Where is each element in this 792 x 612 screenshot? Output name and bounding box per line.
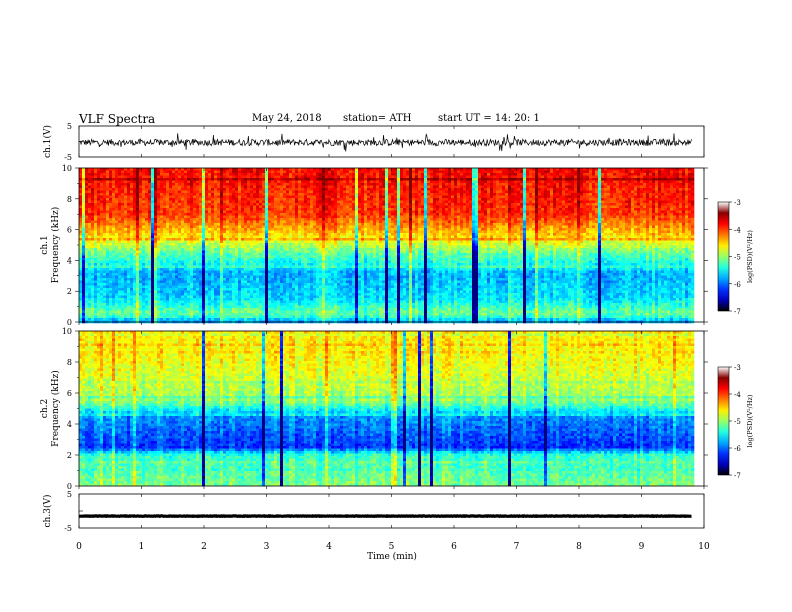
ch3-ylabel: ch.3(V) bbox=[42, 495, 53, 528]
ch3-ytick-label: -5 bbox=[64, 524, 72, 533]
ch1-ytick-label: 10 bbox=[62, 164, 72, 173]
ch2-ytick-label: 2 bbox=[67, 451, 72, 460]
ch2-ytick-label: 4 bbox=[67, 420, 72, 429]
ch1-ytick-label: 2 bbox=[67, 287, 72, 296]
ch1-ytick-label: 6 bbox=[67, 226, 72, 235]
ch1-ylabel: ch.1(V) bbox=[42, 125, 53, 158]
ch1-colorbar-tick-label: -3 bbox=[734, 199, 741, 207]
ch2-channel-label: ch.2 bbox=[40, 399, 50, 418]
ch1-colorbar-label: log(PSD)(V²/Hz) bbox=[746, 230, 754, 283]
ch2-ytick-label: 6 bbox=[67, 389, 72, 398]
ch2-ylabel: Frequency (kHz) bbox=[50, 370, 61, 447]
x-tick-label: 3 bbox=[264, 542, 270, 552]
x-tick-label: 7 bbox=[514, 542, 520, 552]
x-tick-label: 10 bbox=[698, 542, 710, 552]
ch1-ytick-label: 5 bbox=[67, 122, 72, 131]
ch2-colorbar-tick-label: -5 bbox=[734, 418, 741, 426]
x-tick-label: 6 bbox=[451, 542, 457, 552]
x-axis-label: Time (min) bbox=[367, 551, 417, 562]
ch1-ytick-label: 8 bbox=[67, 195, 72, 204]
ch1-colorbar-tick-label: -4 bbox=[734, 226, 741, 234]
x-tick-label: 5 bbox=[389, 542, 395, 552]
ch1-colorbar-tick-label: -6 bbox=[734, 281, 741, 289]
ch2-colorbar bbox=[718, 367, 729, 475]
ch1-ytick-label: -5 bbox=[64, 153, 72, 162]
x-tick-label: 1 bbox=[139, 542, 145, 552]
ch1-colorbar bbox=[718, 202, 729, 311]
ch2-colorbar-label: log(PSD)(V²/Hz) bbox=[746, 394, 754, 447]
ch1-colorbar-tick-label: -7 bbox=[734, 308, 741, 316]
ch1-ytick-label: 0 bbox=[67, 318, 72, 327]
ch1-ytick-label: 4 bbox=[67, 256, 72, 265]
ch2-ytick-label: 10 bbox=[62, 327, 72, 336]
ch1-colorbar-tick-label: -5 bbox=[734, 254, 741, 262]
x-tick-label: 4 bbox=[326, 542, 332, 552]
ch1-ylabel: Frequency (kHz) bbox=[50, 207, 61, 284]
ch3-frame bbox=[79, 494, 704, 528]
ch1-trace bbox=[79, 133, 692, 151]
x-tick-label: 0 bbox=[76, 542, 82, 552]
x-tick-label: 2 bbox=[201, 542, 207, 552]
ch1-channel-label: ch.1 bbox=[40, 235, 50, 254]
x-tick-label: 9 bbox=[639, 542, 645, 552]
x-tick-label: 8 bbox=[576, 542, 582, 552]
ch2-colorbar-tick-label: -4 bbox=[734, 391, 741, 399]
ch2-colorbar-tick-label: -6 bbox=[734, 445, 741, 453]
ch1-spectrogram-cells bbox=[79, 168, 694, 323]
ch2-colorbar-tick-label: -7 bbox=[734, 472, 741, 480]
ch2-colorbar-tick-label: -3 bbox=[734, 364, 741, 372]
ch3-ytick-label: 5 bbox=[67, 490, 72, 499]
ch2-ytick-label: 8 bbox=[67, 358, 72, 367]
ch2-spectrogram-cells bbox=[79, 331, 694, 486]
